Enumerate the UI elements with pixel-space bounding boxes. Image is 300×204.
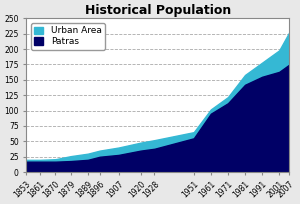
Title: Historical Population: Historical Population xyxy=(85,4,231,17)
Legend: Urban Area, Patras: Urban Area, Patras xyxy=(31,23,105,50)
